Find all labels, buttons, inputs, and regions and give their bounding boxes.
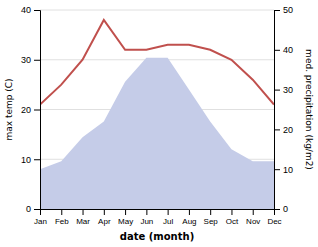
tick: 40: [274, 45, 293, 55]
tick-mark: [274, 10, 280, 11]
y-axis: 0 10 20 30 40: [21, 5, 41, 214]
tick-mark: [34, 60, 40, 61]
tick-label: Aug: [182, 217, 196, 226]
tick: Sep: [204, 209, 219, 226]
axis-line: [41, 210, 275, 216]
tick-mark: [274, 129, 280, 130]
tick-label: Apr: [98, 217, 111, 226]
tick-label: 10: [283, 165, 293, 175]
tick: 10: [274, 165, 293, 175]
tick: Aug: [182, 209, 196, 226]
tick-label: Jun: [140, 217, 153, 226]
axis-line: [275, 11, 281, 210]
tick-mark: [104, 209, 105, 215]
tick-mark: [168, 209, 169, 215]
tick-label: 30: [21, 55, 31, 65]
tick: 40: [21, 5, 40, 15]
tick-label: Feb: [55, 217, 69, 226]
tick-label: 0: [283, 204, 288, 214]
tick-label: Dec: [267, 217, 281, 226]
tick-mark: [83, 209, 84, 215]
tick-label: Oct: [226, 217, 239, 226]
tick: Jun: [140, 209, 153, 226]
tick-mark: [125, 209, 126, 215]
tick: Oct: [226, 209, 239, 226]
tick: Nov: [246, 209, 260, 226]
tick-mark: [274, 209, 280, 210]
tick: Dec: [267, 209, 281, 226]
tick: 30: [21, 55, 40, 65]
tick-mark: [61, 209, 62, 215]
tick: 0: [26, 204, 40, 214]
tick-label: 20: [283, 125, 293, 135]
tick: Feb: [55, 209, 69, 226]
tick-mark: [34, 10, 40, 11]
tick-mark: [274, 169, 280, 170]
tick-mark: [210, 209, 211, 215]
tick-label: Jul: [163, 217, 173, 226]
marks: [40, 20, 274, 209]
tick: May: [118, 209, 133, 226]
axis-line: [34, 11, 41, 210]
tick-label: May: [118, 217, 133, 226]
tick-mark: [34, 159, 40, 160]
tick-label: Jan: [34, 217, 47, 226]
x-axis: Jan Feb Mar Apr May Jun Jul Aug Sep Oct Nov Dec: [34, 209, 282, 226]
tick-mark: [34, 110, 40, 111]
tick: Jan: [34, 209, 47, 226]
tick-label: Mar: [76, 217, 90, 226]
tick-mark: [189, 209, 190, 215]
tick-mark: [274, 90, 280, 91]
tick-label: Sep: [204, 217, 219, 226]
tick-mark: [34, 209, 40, 210]
tick-label: 0: [26, 204, 31, 214]
tick: Mar: [76, 209, 90, 226]
y-axis-title: max temp (C): [4, 78, 14, 140]
y2-axis: 0 10 20 30 40 50: [274, 5, 293, 214]
chart: JanFebMarAprMayJunJulAugSepOctNovDec0102…: [0, 0, 318, 247]
tick-label: 50: [283, 5, 293, 15]
tick: 20: [21, 105, 40, 115]
temperature-line: [40, 20, 274, 105]
plot: JanFebMarAprMayJunJulAugSepOctNovDec0102…: [4, 5, 314, 242]
tick: 10: [21, 155, 40, 165]
tick: 0: [274, 204, 288, 214]
tick: Jul: [163, 209, 173, 226]
tick-mark: [274, 50, 280, 51]
precipitation-area: [40, 58, 274, 209]
tick-mark: [146, 209, 147, 215]
tick-label: 30: [283, 85, 293, 95]
tick-label: 40: [283, 45, 293, 55]
tick-label: Nov: [246, 217, 260, 226]
x-axis-title: date (month): [120, 231, 194, 242]
tick: 30: [274, 85, 293, 95]
tick: 50: [274, 5, 293, 15]
tick-label: 20: [21, 105, 31, 115]
y2-axis-title: med. precipitation (kg/m2): [304, 49, 314, 170]
grid-line: [40, 10, 274, 11]
tick-label: 10: [21, 155, 31, 165]
tick: 20: [274, 125, 293, 135]
tick-label: 40: [21, 5, 31, 15]
tick-mark: [231, 209, 232, 215]
tick: Apr: [98, 209, 111, 226]
tick-mark: [253, 209, 254, 215]
grid: [40, 10, 274, 209]
